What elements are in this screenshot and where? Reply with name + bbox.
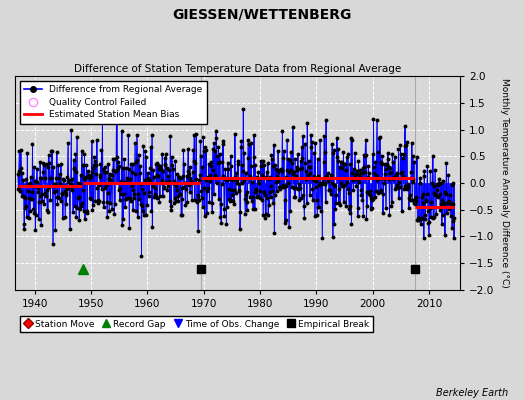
Y-axis label: Monthly Temperature Anomaly Difference (°C): Monthly Temperature Anomaly Difference (… xyxy=(500,78,509,288)
Text: GIESSEN/WETTENBERG: GIESSEN/WETTENBERG xyxy=(172,8,352,22)
Text: Berkeley Earth: Berkeley Earth xyxy=(436,388,508,398)
Title: Difference of Station Temperature Data from Regional Average: Difference of Station Temperature Data f… xyxy=(74,64,401,74)
Legend: Station Move, Record Gap, Time of Obs. Change, Empirical Break: Station Move, Record Gap, Time of Obs. C… xyxy=(19,316,373,332)
